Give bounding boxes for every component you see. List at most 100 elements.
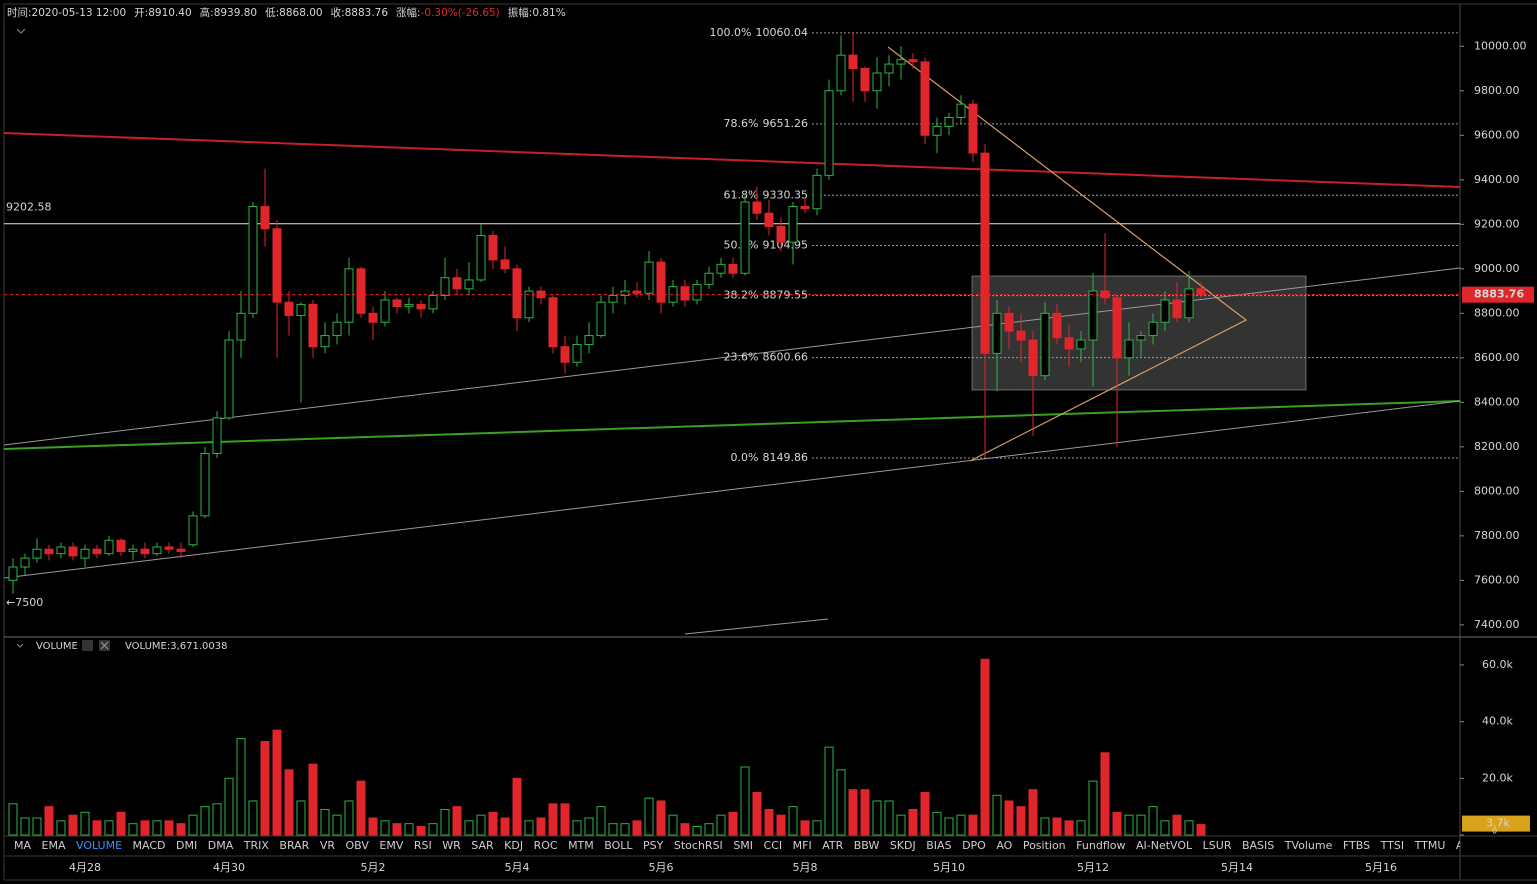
indicator-tab[interactable]: OBV [345, 839, 369, 852]
indicator-tab[interactable]: EMV [379, 839, 404, 852]
indicator-tab[interactable]: AI-BSI [1455, 839, 1460, 852]
volume-bar [392, 823, 402, 836]
volume-bar [116, 811, 126, 836]
readout-value: -0.30%(-26.65) [421, 7, 500, 19]
indicator-tab[interactable]: CCI [763, 839, 783, 852]
volume-bar [380, 820, 390, 836]
volume-bar [992, 794, 1002, 836]
indicator-tab[interactable]: BOLL [604, 839, 633, 852]
indicator-tab[interactable]: EMA [41, 839, 66, 852]
volume-bar [1172, 814, 1182, 836]
candle-body [176, 548, 186, 552]
indicator-tab[interactable]: TTSI [1380, 839, 1405, 852]
readout-value: 8939.80 [214, 7, 257, 19]
candle-body [704, 272, 714, 285]
indicator-tab[interactable]: MFI [792, 839, 812, 852]
candle-body [56, 546, 66, 555]
indicator-tab[interactable]: SKDJ [889, 839, 916, 852]
volume-bar [56, 820, 66, 836]
readout-label: 低: [265, 6, 279, 19]
volume-bar [872, 800, 882, 836]
volume-bar [536, 817, 546, 836]
indicator-tab[interactable]: VR [319, 839, 335, 852]
candle-body [632, 290, 642, 294]
indicator-tab[interactable]: TVolume [1284, 839, 1333, 852]
candle-body [728, 263, 738, 274]
indicator-tab[interactable]: WR [442, 839, 461, 852]
volume-bar [668, 814, 678, 836]
x-tick-label: 5月6 [649, 861, 674, 874]
indicator-tab[interactable]: StochRSI [673, 839, 723, 852]
drawings [3, 46, 1461, 635]
candle-body [1052, 312, 1062, 339]
y-tick-label: 9400.00 [1474, 173, 1520, 186]
indicator-tab[interactable]: LSUR [1202, 839, 1232, 852]
y-tick-label: 8000.00 [1474, 484, 1520, 497]
indicator-tab[interactable]: FTBS [1342, 839, 1371, 852]
readout-value: 2020-05-13 12:00 [32, 7, 127, 19]
indicator-tab[interactable]: RSI [413, 839, 432, 852]
indicator-tab[interactable]: AI-NetVOL [1135, 839, 1193, 852]
indicator-tab[interactable]: PSY [643, 839, 664, 852]
candle-body [1004, 312, 1014, 332]
indicator-tab[interactable]: MTM [568, 839, 594, 852]
y-tick-label: 9200.00 [1474, 217, 1520, 230]
indicator-tab[interactable]: VOLUME [75, 839, 123, 852]
volume-bar [1052, 817, 1062, 836]
indicator-tab[interactable]: DMI [176, 839, 198, 852]
indicator-tab[interactable]: SAR [471, 839, 494, 852]
volume-bar [1148, 806, 1158, 836]
indicator-tab[interactable]: MACD [132, 839, 166, 852]
candle-body [872, 72, 882, 92]
indicator-tab[interactable]: KDJ [504, 839, 524, 852]
fib-ratio: 61.8% [724, 188, 759, 201]
candle-body [1076, 339, 1086, 350]
volume-bar [356, 780, 366, 836]
indicator-tab[interactable]: BIAS [926, 839, 952, 852]
indicator-tab[interactable]: DPO [962, 839, 986, 852]
indicator-tab[interactable]: ROC [533, 839, 558, 852]
indicator-tab[interactable]: TTMU [1414, 839, 1446, 852]
volume-bar [44, 806, 54, 836]
volume-bar [164, 820, 174, 836]
indicator-tab[interactable]: BASIS [1241, 839, 1275, 852]
fib-label: 38.2% 8879.55 [724, 289, 808, 302]
volume-bar [20, 817, 30, 836]
candle-body [224, 339, 234, 419]
indicator-tab[interactable]: BRAR [279, 839, 310, 852]
candle-body [968, 103, 978, 154]
candle-body [416, 303, 426, 310]
fib-label: 100.0% 10060.04 [710, 26, 808, 39]
volume-settings[interactable] [82, 640, 93, 651]
candle-body [380, 299, 390, 323]
indicator-tab[interactable]: Position [1022, 839, 1066, 852]
indicator-tab[interactable]: Fundflow [1076, 839, 1126, 852]
collapse-icon[interactable] [16, 28, 26, 34]
candle-body [896, 59, 906, 65]
volume-collapse[interactable] [16, 643, 24, 648]
volume-readout: VOLUME:3,671.0038 [125, 641, 228, 652]
fib-ratio: 23.6% [724, 351, 759, 364]
indicator-tab[interactable]: AO [996, 839, 1013, 852]
readout-value: 8883.76 [345, 7, 389, 19]
volume-bar [8, 803, 18, 836]
candle-body [392, 299, 402, 308]
volume-bar [452, 806, 462, 836]
candle-body [1064, 337, 1074, 350]
indicator-tab[interactable]: SMI [733, 839, 754, 852]
candle-body [200, 453, 210, 517]
indicator-tab[interactable]: ATR [822, 839, 844, 852]
candle-body [500, 259, 510, 270]
indicator-tab[interactable]: TRIX [243, 839, 269, 852]
indicator-tab[interactable]: BBW [853, 839, 880, 852]
volume-bar [824, 746, 834, 836]
indicator-tab[interactable]: MA [14, 839, 32, 852]
candle-body [212, 417, 222, 455]
candle-body [152, 546, 162, 555]
volume-bar [320, 808, 330, 836]
volume-bar [968, 814, 978, 836]
volume-bar [884, 800, 894, 836]
candle-body [428, 295, 438, 310]
volume-bar [1028, 789, 1038, 836]
indicator-tab[interactable]: DMA [207, 839, 234, 852]
